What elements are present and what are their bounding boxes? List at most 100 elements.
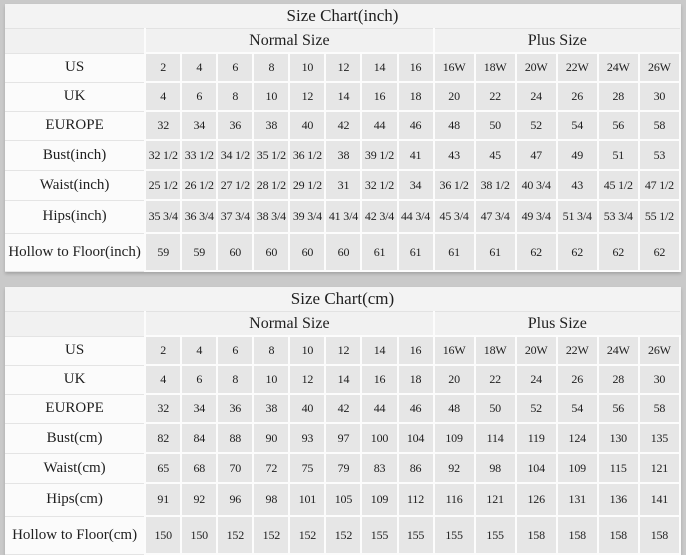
size-value-cell: 32 <box>144 393 183 424</box>
size-value-cell: 42 <box>324 110 363 141</box>
size-value-cell: 158 <box>514 515 558 555</box>
size-value-cell: 34 <box>180 393 219 424</box>
size-value-cell: 90 <box>252 422 291 454</box>
size-value-cell: 86 <box>396 452 435 484</box>
size-value-cell: 30 <box>637 364 682 395</box>
size-value-cell: 50 <box>473 110 517 141</box>
size-value-cell: 97 <box>324 422 363 454</box>
size-value-cell: 52 <box>514 110 558 141</box>
size-value-cell: 38 1/2 <box>473 169 517 201</box>
size-value-cell: 52 <box>514 393 558 424</box>
size-value-cell: 14 <box>324 81 363 112</box>
size-value-cell: 53 3/4 <box>596 199 640 234</box>
group-header-row: Normal Size Plus Size <box>5 28 680 53</box>
size-value-cell: 61 <box>360 232 399 272</box>
size-value-cell: 51 3/4 <box>555 199 599 234</box>
size-value-cell: 59 <box>180 232 219 272</box>
size-value-cell: 35 1/2 <box>252 139 291 171</box>
size-value-cell: 42 <box>324 393 363 424</box>
size-value-cell: 88 <box>216 422 255 454</box>
group-header-spacer <box>5 28 146 53</box>
size-value-cell: 115 <box>596 452 640 484</box>
size-value-cell: 22 <box>473 364 517 395</box>
size-value-cell: 58 <box>637 393 682 424</box>
size-value-cell: 48 <box>432 110 476 141</box>
size-value-cell: 98 <box>252 482 291 517</box>
size-value-cell: 109 <box>432 422 476 454</box>
group-header-normal-size: Normal Size <box>144 311 434 336</box>
size-value-cell: 30 <box>637 81 682 112</box>
group-header-normal-size: Normal Size <box>144 28 434 53</box>
size-value-cell: 83 <box>360 452 399 484</box>
size-value-cell: 24W <box>596 52 640 83</box>
row-label: US <box>5 52 147 83</box>
size-value-cell: 4 <box>180 52 219 83</box>
size-value-cell: 109 <box>555 452 599 484</box>
size-value-cell: 155 <box>473 515 517 555</box>
size-value-cell: 10 <box>288 335 327 366</box>
size-value-cell: 119 <box>514 422 558 454</box>
table-row: US 2 4 6 8 10 12 14 16 16W 18W 20W 22W 24W 26W <box>5 52 682 83</box>
size-value-cell: 50 <box>473 393 517 424</box>
size-value-cell: 8 <box>216 364 255 395</box>
size-value-cell: 104 <box>514 452 558 484</box>
size-value-cell: 20 <box>432 81 476 112</box>
size-value-cell: 104 <box>396 422 435 454</box>
size-value-cell: 12 <box>288 364 327 395</box>
size-value-cell: 38 <box>324 139 363 171</box>
size-value-cell: 45 3/4 <box>432 199 476 234</box>
size-value-cell: 14 <box>360 52 399 83</box>
row-label: EUROPE <box>5 393 147 424</box>
size-value-cell: 32 <box>144 110 183 141</box>
size-value-cell: 4 <box>180 335 219 366</box>
size-chart-table-inch: Size Chart(inch) Normal Size Plus Size US 2 4… <box>5 4 682 272</box>
size-value-cell: 150 <box>180 515 219 555</box>
size-value-cell: 25 1/2 <box>144 169 183 201</box>
table-row: US 2 4 6 8 10 12 14 16 16W 18W 20W 22W 24W 26W <box>5 335 682 366</box>
title-row: Size Chart(inch) <box>5 4 680 29</box>
size-value-cell: 36 3/4 <box>180 199 219 234</box>
size-value-cell: 10 <box>252 81 291 112</box>
size-value-cell: 100 <box>360 422 399 454</box>
size-value-cell: 41 3/4 <box>324 199 363 234</box>
size-value-cell: 79 <box>324 452 363 484</box>
size-value-cell: 58 <box>637 110 682 141</box>
row-label: Hollow to Floor(inch) <box>5 232 147 272</box>
size-value-cell: 55 1/2 <box>637 199 682 234</box>
size-value-cell: 62 <box>514 232 558 272</box>
size-value-cell: 40 <box>288 393 327 424</box>
size-chart-inch: Size Chart(inch) Normal Size Plus Size US 2 4… <box>5 4 682 272</box>
size-value-cell: 24 <box>514 364 558 395</box>
size-value-cell: 155 <box>360 515 399 555</box>
size-value-cell: 158 <box>555 515 599 555</box>
size-value-cell: 91 <box>144 482 183 517</box>
table-row: Hips(inch) 35 3/4 36 3/4 37 3/4 38 3/4 39 3/4… <box>5 199 682 234</box>
size-value-cell: 46 <box>396 393 435 424</box>
size-value-cell: 96 <box>216 482 255 517</box>
size-value-cell: 18 <box>396 81 435 112</box>
size-value-cell: 60 <box>216 232 255 272</box>
size-value-cell: 8 <box>252 52 291 83</box>
table-row: Hips(cm) 91 92 96 98 101 105 109 112 116 121 126 131… <box>5 482 682 517</box>
size-value-cell: 136 <box>596 482 640 517</box>
size-value-cell: 22 <box>473 81 517 112</box>
row-label: US <box>5 335 147 366</box>
size-value-cell: 45 <box>473 139 517 171</box>
size-value-cell: 10 <box>288 52 327 83</box>
size-value-cell: 75 <box>288 452 327 484</box>
size-value-cell: 62 <box>555 232 599 272</box>
size-value-cell: 84 <box>180 422 219 454</box>
table-row: UK 4 6 8 10 12 14 16 18 20 22 24 26 28 30 <box>5 81 682 112</box>
size-value-cell: 16 <box>360 81 399 112</box>
size-value-cell: 48 <box>432 393 476 424</box>
size-value-cell: 31 <box>324 169 363 201</box>
size-value-cell: 34 <box>396 169 435 201</box>
row-label: EUROPE <box>5 110 147 141</box>
table-row: EUROPE 32 34 36 38 40 42 44 46 48 50 52 54 56 58 <box>5 393 682 424</box>
size-value-cell: 59 <box>144 232 183 272</box>
size-value-cell: 18W <box>473 335 517 366</box>
size-value-cell: 135 <box>637 422 682 454</box>
size-value-cell: 82 <box>144 422 183 454</box>
size-value-cell: 101 <box>288 482 327 517</box>
row-label: Bust(inch) <box>5 139 147 171</box>
